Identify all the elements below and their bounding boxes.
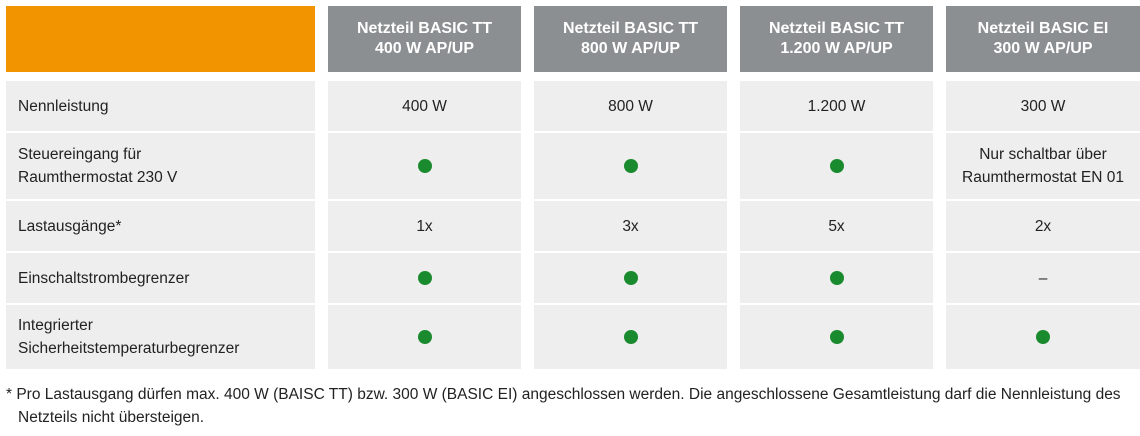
column-header-basic-tt-400: Netzteil BASIC TT 400 W AP/UP	[328, 6, 521, 72]
table-cell	[740, 253, 933, 303]
column-header-title: Netzteil BASIC EI	[977, 20, 1109, 37]
table-cell	[946, 305, 1140, 369]
column-header-title: Netzteil BASIC TT	[562, 20, 699, 37]
table-cell: 300 W	[946, 81, 1140, 131]
table-cell	[328, 253, 521, 303]
table-cell	[740, 305, 933, 369]
table-cell	[534, 133, 727, 199]
column-header-subtitle: 300 W AP/UP	[993, 40, 1093, 57]
table-cell	[328, 305, 521, 369]
table-cell: 800 W	[534, 81, 727, 131]
row-label-nennleistung: Nennleistung	[6, 81, 315, 131]
green-dot-icon	[829, 159, 844, 173]
row-label-steuereingang: Steuereingang für Raumthermostat 230 V	[6, 133, 315, 199]
column-header-title: Netzteil BASIC TT	[768, 20, 905, 37]
row-label-einschaltstrombegrenzer: Einschaltstrombegrenzer	[6, 253, 315, 303]
footnote-line: * Pro Lastausgang dürfen max. 400 W (BAI…	[6, 386, 1121, 403]
table-cell: 1x	[328, 201, 521, 251]
table-cell: 3x	[534, 201, 727, 251]
column-header-subtitle: 800 W AP/UP	[581, 40, 680, 57]
table-cell	[534, 253, 727, 303]
green-dot-icon	[417, 271, 432, 285]
table-cell: –	[946, 253, 1140, 303]
table-cell	[328, 133, 521, 199]
green-dot-icon	[623, 330, 638, 344]
table-cell: 2x	[946, 201, 1140, 251]
column-header-title: Netzteil BASIC TT	[356, 20, 493, 37]
table-cell	[740, 133, 933, 199]
footnote-line: Netzteils nicht übersteigen.	[18, 409, 205, 426]
table-cell: 5x	[740, 201, 933, 251]
header-accent-block	[6, 6, 315, 72]
green-dot-icon	[623, 271, 638, 285]
footnote: * Pro Lastausgang dürfen max. 400 W (BAI…	[6, 383, 1136, 429]
green-dot-icon	[417, 159, 432, 173]
green-dot-icon	[829, 271, 844, 285]
green-dot-icon	[623, 159, 638, 173]
green-dot-icon	[1036, 330, 1050, 344]
table-cell: 400 W	[328, 81, 521, 131]
column-header-basic-tt-800: Netzteil BASIC TT 800 W AP/UP	[534, 6, 727, 72]
comparison-table: Netzteil BASIC TT 400 W AP/UP Netzteil B…	[6, 6, 1140, 369]
column-header-subtitle: 400 W AP/UP	[375, 40, 474, 57]
column-header-basic-tt-1200: Netzteil BASIC TT 1.200 W AP/UP	[740, 6, 933, 72]
table-cell: Nur schaltbar über Raumthermostat EN 01	[946, 133, 1140, 199]
row-label-lastausgaenge: Lastausgänge*	[6, 201, 315, 251]
green-dot-icon	[417, 330, 432, 344]
column-header-basic-ei-300: Netzteil BASIC EI 300 W AP/UP	[946, 6, 1140, 72]
table-cell	[534, 305, 727, 369]
table-cell: 1.200 W	[740, 81, 933, 131]
column-header-subtitle: 1.200 W AP/UP	[780, 40, 893, 57]
row-label-sicherheitstemperaturbegrenzer: Integrierter Sicherheitstemperaturbegren…	[6, 305, 315, 369]
green-dot-icon	[829, 330, 844, 344]
